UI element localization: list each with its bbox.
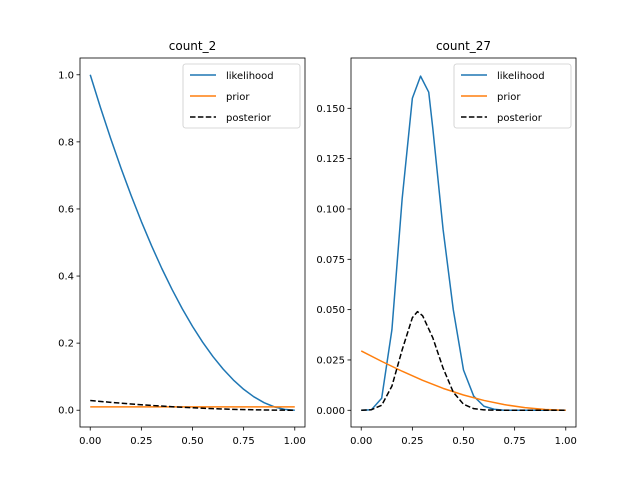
axes-frame [350,57,577,428]
x-tick-label: 0.75 [504,436,526,447]
y-tick-label: 0.050 [316,305,345,316]
subplot-title: count_27 [436,39,491,53]
legend-label: likelihood [226,71,274,82]
legend-label: prior [226,92,250,103]
y-tick-label: 0.4 [58,272,74,283]
y-tick-label: 0.150 [316,104,345,115]
legend-frame [453,63,572,129]
legend-frame [182,63,301,129]
y-axis: 0.0 0.2 0.4 0.6 0.8 1.0 [58,70,80,417]
plot-area [360,75,566,412]
x-tick-label: 0.25 [401,436,423,447]
subplot-title: count_2 [169,39,217,53]
series-line-posterior [90,399,295,411]
x-tick-label: 0.50 [452,436,474,447]
y-tick-label: 0.0 [58,406,74,417]
series-line-posterior [361,310,566,412]
x-tick-label: 0.25 [130,436,152,447]
axes-frame [79,57,306,428]
y-axis: 0.000 0.025 0.050 0.075 0.100 0.125 0.150 [316,104,351,417]
subplot-count-2: count_2 0.00.20.40.60.81.0 0.00 0.25 0.50 0… [58,39,306,447]
y-tick-label: 0.8 [58,137,74,148]
legend: likelihood prior posterior [182,63,301,129]
legend-label: posterior [497,113,543,124]
x-tick-label: 0.50 [181,436,203,447]
subplot-count-27: count_27 0.0000.0250.0500.0750.1000.1250… [316,39,577,447]
x-tick-label: 1.00 [555,436,577,447]
series-line-likelihood [89,74,295,411]
x-tick-label: 0.00 [79,436,101,447]
x-axis: 0.00 0.25 0.50 0.75 1.00 [350,427,577,447]
y-tick-label: 0.025 [316,355,345,366]
y-tick-label: 1.0 [58,70,74,81]
x-tick-label: 0.75 [233,436,255,447]
y-tick-label: 0.000 [316,406,345,417]
y-tick-label: 0.2 [58,339,74,350]
legend-label: posterior [226,113,272,124]
y-tick-label: 0.6 [58,204,74,215]
legend: likelihood prior posterior [453,63,572,129]
y-tick-label: 0.075 [316,255,345,266]
y-tick-label: 0.125 [316,154,345,165]
x-tick-label: 1.00 [284,436,306,447]
x-axis: 0.00 0.25 0.50 0.75 1.00 [79,427,306,447]
y-tick-label: 0.100 [316,204,345,215]
legend-label: prior [497,92,521,103]
plot-area [89,74,295,411]
series-line-prior [360,350,566,412]
legend-label: likelihood [497,71,545,82]
x-tick-label: 0.00 [350,436,372,447]
